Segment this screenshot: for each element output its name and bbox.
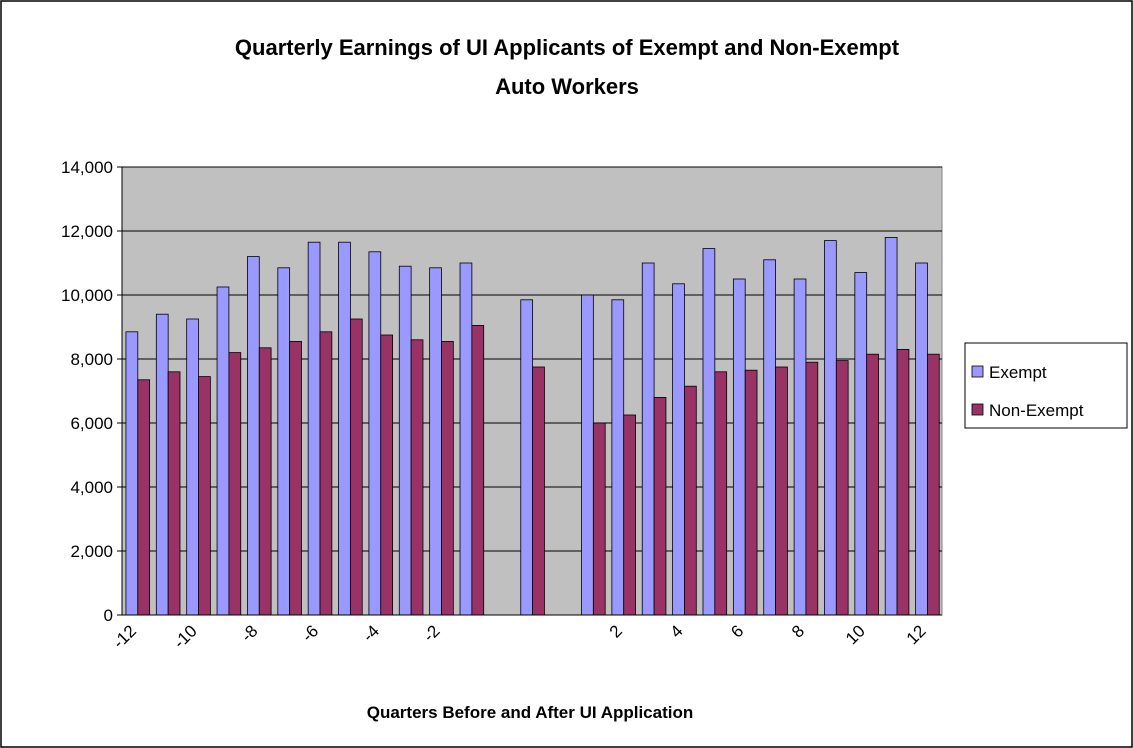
- bar: [805, 361, 819, 616]
- bar: [866, 353, 879, 616]
- bar: [793, 278, 807, 616]
- bar: [277, 267, 291, 616]
- bar: [198, 376, 211, 616]
- bar: [459, 262, 473, 616]
- y-tick-label: 6,000: [70, 414, 113, 433]
- bar: [289, 340, 302, 616]
- bar: [581, 294, 594, 616]
- bar: [672, 283, 685, 616]
- bar: [410, 339, 424, 616]
- y-tick-label: 8,000: [70, 350, 113, 369]
- bar: [915, 262, 928, 616]
- bar: [532, 366, 545, 616]
- bar: [732, 278, 746, 616]
- bar: [702, 248, 716, 616]
- legend-box: [964, 342, 1128, 429]
- bar: [247, 256, 260, 616]
- bar: [744, 369, 758, 616]
- bar: [824, 240, 837, 616]
- legend-swatch: [971, 403, 984, 416]
- bar: [338, 241, 351, 616]
- y-tick-label: 4,000: [70, 478, 113, 497]
- bar: [520, 299, 534, 616]
- bar: [429, 267, 442, 616]
- bar: [380, 334, 393, 616]
- bar: [763, 259, 776, 616]
- bar: [592, 422, 606, 616]
- bar: [167, 371, 181, 616]
- bar: [307, 241, 321, 616]
- bar: [471, 324, 485, 616]
- bar: [653, 396, 667, 616]
- bar: [349, 318, 363, 616]
- bar: [714, 371, 728, 616]
- bar: [854, 272, 868, 616]
- bar: [216, 286, 230, 616]
- bar: [155, 313, 169, 616]
- bar: [368, 251, 382, 616]
- y-tick-label: 0: [104, 606, 113, 625]
- y-tick-label: 2,000: [70, 542, 113, 561]
- bar: [137, 379, 151, 616]
- bar: [441, 340, 454, 616]
- bar: [186, 318, 199, 616]
- bar: [228, 352, 242, 616]
- bar: [835, 360, 849, 616]
- x-axis-title: Quarters Before and After UI Application: [367, 703, 694, 722]
- bar: [623, 414, 636, 616]
- legend-label: Exempt: [989, 363, 1047, 382]
- bar: [125, 331, 139, 616]
- y-tick-label: 12,000: [61, 222, 113, 241]
- bar: [884, 236, 898, 616]
- bar: [927, 353, 940, 616]
- bar: [258, 347, 272, 616]
- legend-label: Non-Exempt: [989, 401, 1084, 420]
- y-tick-label: 14,000: [61, 158, 113, 177]
- bar: [684, 385, 697, 616]
- bar: [398, 265, 412, 616]
- bar: [641, 262, 655, 616]
- bar: [896, 348, 910, 616]
- legend-swatch: [971, 365, 984, 378]
- chart-title: Quarterly Earnings of UI Applicants of E…: [235, 35, 900, 99]
- bar: [775, 366, 788, 616]
- bar: [611, 299, 625, 616]
- y-tick-label: 10,000: [61, 286, 113, 305]
- bar: [319, 331, 333, 616]
